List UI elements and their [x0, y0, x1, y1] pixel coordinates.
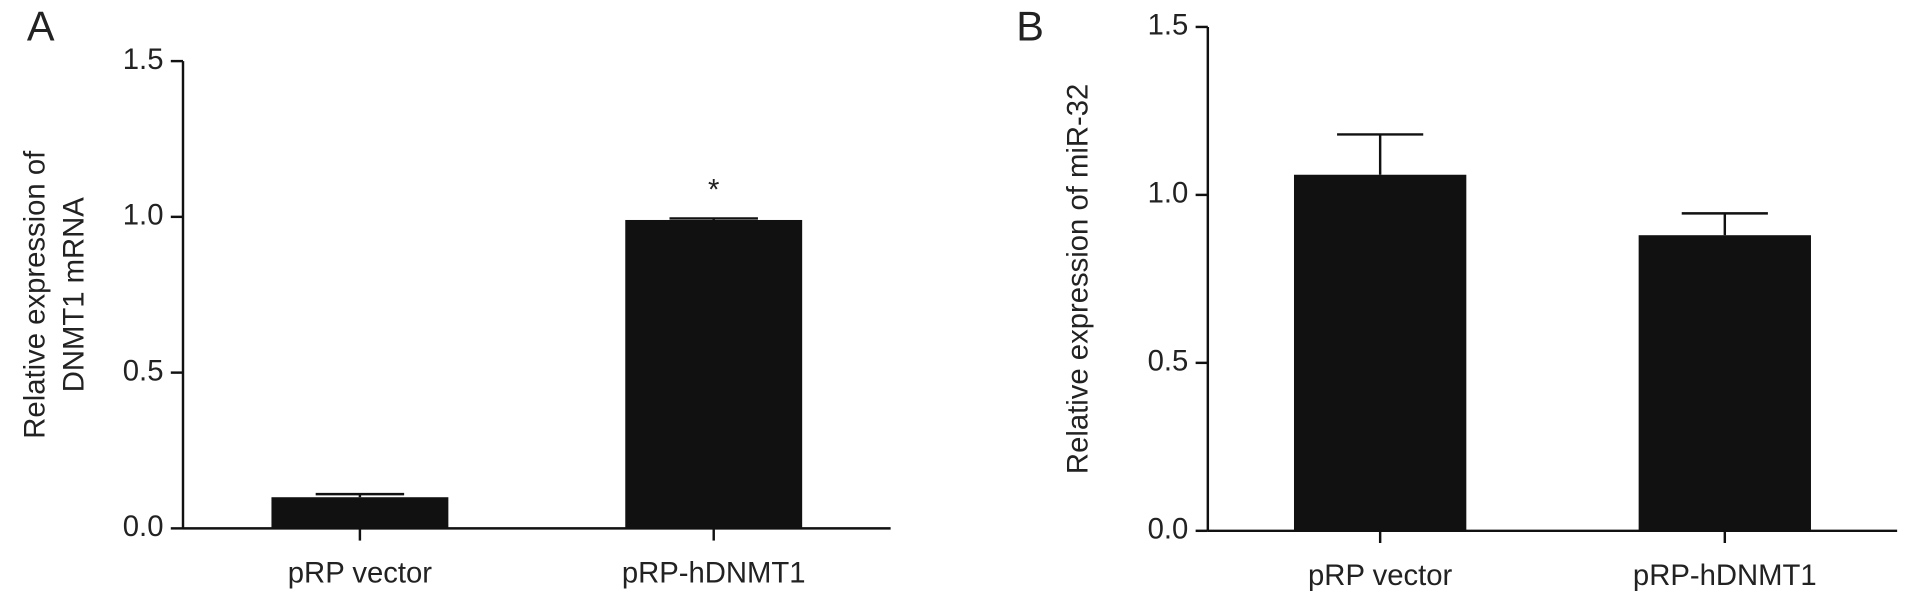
y-tick-label: 1.5	[123, 43, 164, 76]
y-tick-label: 1.0	[123, 199, 164, 232]
y-tick-label: 1.5	[1148, 9, 1189, 42]
x-tick-label: pRP vector	[288, 556, 432, 589]
y-tick-label: 0.0	[1148, 513, 1189, 546]
x-tick-label: pRP-hDNMT1	[622, 556, 806, 589]
y-tick-label: 0.5	[123, 354, 164, 387]
bar	[271, 497, 449, 529]
panel-label: B	[1016, 2, 1044, 49]
y-axis-label: DNMT1 mRNA	[57, 197, 90, 393]
bar	[1638, 235, 1811, 531]
x-tick-label: pRP vector	[1308, 559, 1452, 592]
y-axis-label: Relative expression of miR-32	[1061, 84, 1094, 474]
significance-marker: *	[708, 173, 719, 206]
y-axis-label: Relative expression of	[18, 150, 51, 439]
panel-label: A	[27, 2, 55, 49]
y-tick-label: 1.0	[1148, 177, 1189, 210]
y-tick-label: 0.5	[1148, 345, 1189, 378]
bar	[625, 219, 803, 529]
x-tick-label: pRP-hDNMT1	[1633, 559, 1817, 592]
y-tick-label: 0.0	[123, 510, 164, 543]
bar	[1293, 174, 1467, 531]
